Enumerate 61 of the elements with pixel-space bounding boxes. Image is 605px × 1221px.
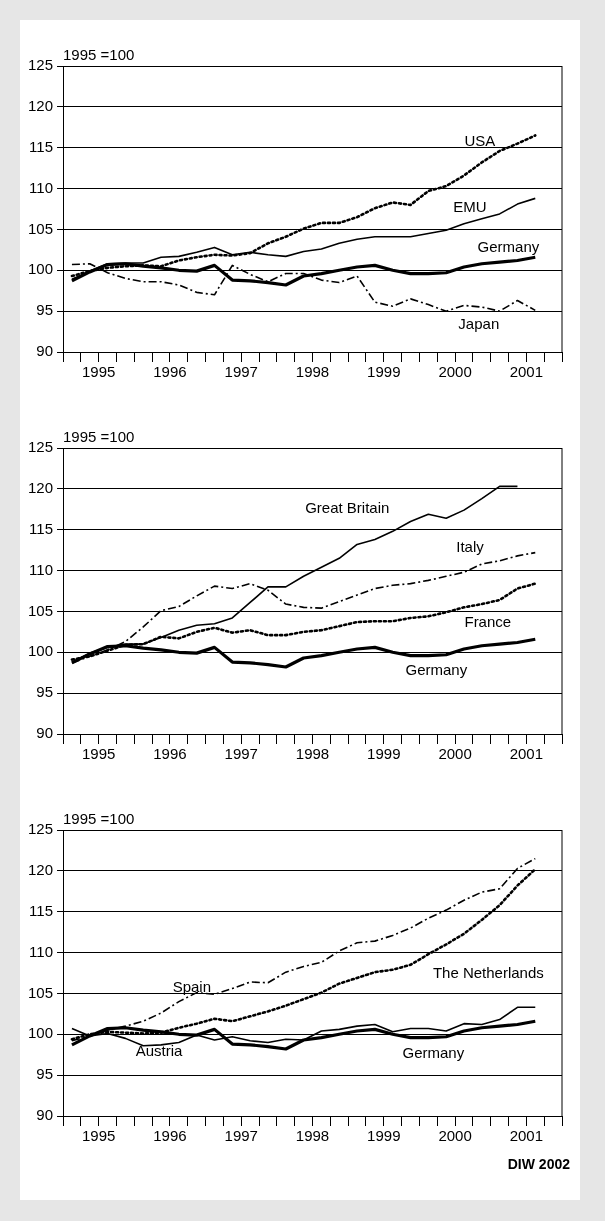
y-axis-title: 1995 =100 (63, 809, 135, 827)
x-tick-label: 2000 (438, 363, 472, 381)
series-label: Austria (135, 1042, 184, 1060)
x-tick-label: 1998 (295, 1127, 330, 1145)
x-tick-label: 1995 (81, 363, 116, 381)
y-tick-label: 100 (28, 642, 54, 660)
x-tick-label: 1995 (81, 745, 116, 763)
series-label: The Netherlands (432, 964, 544, 982)
series-label: Germany (402, 1043, 465, 1061)
y-tick-label: 110 (29, 178, 54, 196)
y-tick-label: 105 (28, 601, 54, 619)
y-tick-label: 125 (28, 820, 54, 838)
y-tick-label: 115 (29, 137, 54, 155)
series-label: Great Britain (305, 499, 390, 517)
x-tick-label: 1998 (295, 745, 330, 763)
series-label: France (464, 613, 512, 631)
x-tick-label: 1999 (367, 1127, 401, 1145)
y-tick-label: 100 (28, 1024, 54, 1042)
x-tick-label: 1996 (153, 1127, 187, 1145)
y-tick-label: 95 (36, 301, 54, 319)
x-tick-label: 2001 (509, 745, 544, 763)
x-tick-label: 2001 (509, 363, 544, 381)
x-tick-label: 1999 (367, 363, 401, 381)
y-tick-label: 95 (36, 1065, 54, 1083)
y-tick-label: 120 (28, 479, 54, 496)
y-tick-label: 105 (28, 219, 54, 237)
y-tick-label: 90 (36, 342, 54, 360)
series-label: Spain (172, 977, 212, 995)
y-tick-label: 115 (29, 901, 54, 919)
x-tick-label: 1996 (153, 363, 187, 381)
y-tick-label: 125 (28, 56, 54, 74)
y-tick-label: 90 (36, 724, 54, 742)
x-tick-label: 1997 (224, 363, 258, 381)
y-tick-label: 95 (36, 683, 54, 701)
x-tick-label: 1998 (295, 363, 330, 381)
y-tick-label: 90 (36, 1106, 54, 1124)
series-label: Germany (405, 660, 468, 678)
series-label: Italy (456, 538, 485, 556)
y-tick-label: 120 (28, 861, 54, 878)
series-label: EMU (453, 197, 487, 215)
y-axis-title: 1995 =100 (63, 427, 135, 445)
x-tick-label: 2000 (438, 745, 472, 763)
x-tick-label: 1999 (367, 745, 401, 763)
y-axis-title: 1995 =100 (63, 45, 135, 63)
x-tick-label: 2001 (509, 1127, 544, 1145)
y-tick-label: 110 (29, 560, 54, 578)
y-tick-label: 115 (29, 519, 54, 537)
text: DIW 2002 (506, 1156, 571, 1172)
x-tick-label: 2000 (438, 1127, 472, 1145)
y-tick-label: 105 (28, 983, 54, 1001)
series-label: USA (464, 131, 496, 149)
x-tick-label: 1996 (153, 745, 187, 763)
x-tick-label: 1997 (224, 1127, 258, 1145)
series-label: Japan (458, 315, 500, 333)
x-tick-label: 1995 (81, 1127, 116, 1145)
y-tick-label: 100 (28, 260, 54, 278)
y-tick-label: 125 (28, 438, 54, 456)
x-tick-label: 1997 (224, 745, 258, 763)
series-label: Germany (477, 237, 540, 255)
y-tick-label: 110 (29, 942, 54, 960)
y-tick-label: 120 (28, 97, 54, 114)
